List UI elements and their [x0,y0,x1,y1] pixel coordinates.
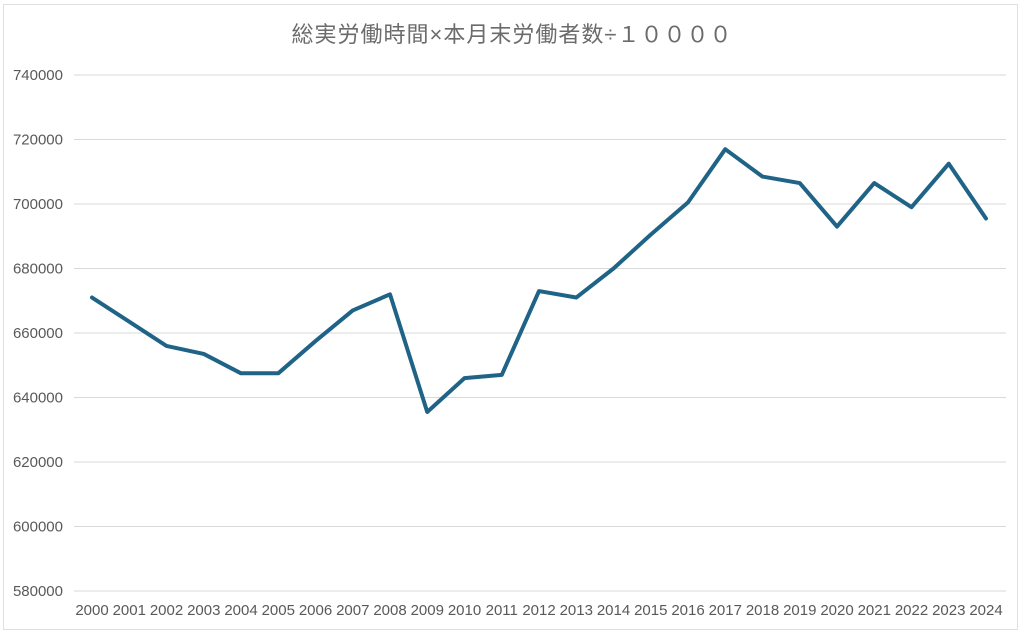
y-axis-labels: 580000 600000 620000 640000 660000 680000 7000… [13,67,63,600]
y-axis-tick-label: 740000 [13,67,63,84]
x-axis-tick-label: 2024 [969,602,1002,619]
x-axis-tick-label: 2014 [597,602,630,619]
y-axis-tick-label: 700000 [13,196,63,213]
x-axis-tick-label: 2020 [820,602,853,619]
chart-frame-border [3,4,1018,630]
x-axis-tick-label: 2008 [373,602,406,619]
x-axis-tick-label: 2009 [411,602,444,619]
y-axis-tick-label: 640000 [13,390,63,407]
x-axis-tick-label: 2021 [858,602,891,619]
x-axis-tick-label: 2000 [75,602,108,619]
x-axis-tick-label: 2002 [150,602,183,619]
x-axis-tick-label: 2023 [932,602,965,619]
x-axis-tick-label: 2011 [486,602,518,619]
x-axis-tick-label: 2017 [709,602,742,619]
gridlines [74,74,1006,592]
x-axis-tick-label: 2018 [746,602,779,619]
y-axis-tick-label: 680000 [13,261,63,278]
y-axis-tick-label: 660000 [13,325,63,342]
x-axis-tick-label: 2019 [783,602,816,619]
data-series-line [90,147,988,415]
x-axis-tick-label: 2016 [671,602,704,619]
chart-title: 総実労働時間×本月末労働者数÷１００００ [291,22,733,47]
x-axis-tick-label: 2022 [895,602,928,619]
x-axis-tick-label: 2007 [336,602,369,619]
y-axis-tick-label: 620000 [13,454,63,471]
y-axis-tick-label: 720000 [13,132,63,149]
x-axis-tick-label: 2003 [187,602,220,619]
x-axis-tick-label: 2001 [113,602,146,619]
y-axis-tick-label: 580000 [13,583,63,600]
x-axis-tick-label: 2013 [560,602,593,619]
x-axis-labels: 2000 2001 2002 2003 2004 2005 2006 2007 2008 2009… [75,602,1002,619]
y-axis-tick-label: 600000 [13,519,63,536]
x-axis-tick-label: 2006 [299,602,332,619]
x-axis-tick-label: 2015 [634,602,667,619]
x-axis-tick-label: 2004 [224,602,257,619]
x-axis-tick-label: 2012 [522,602,555,619]
x-axis-tick-label: 2005 [262,602,295,619]
x-axis-tick-label: 2010 [448,602,481,619]
